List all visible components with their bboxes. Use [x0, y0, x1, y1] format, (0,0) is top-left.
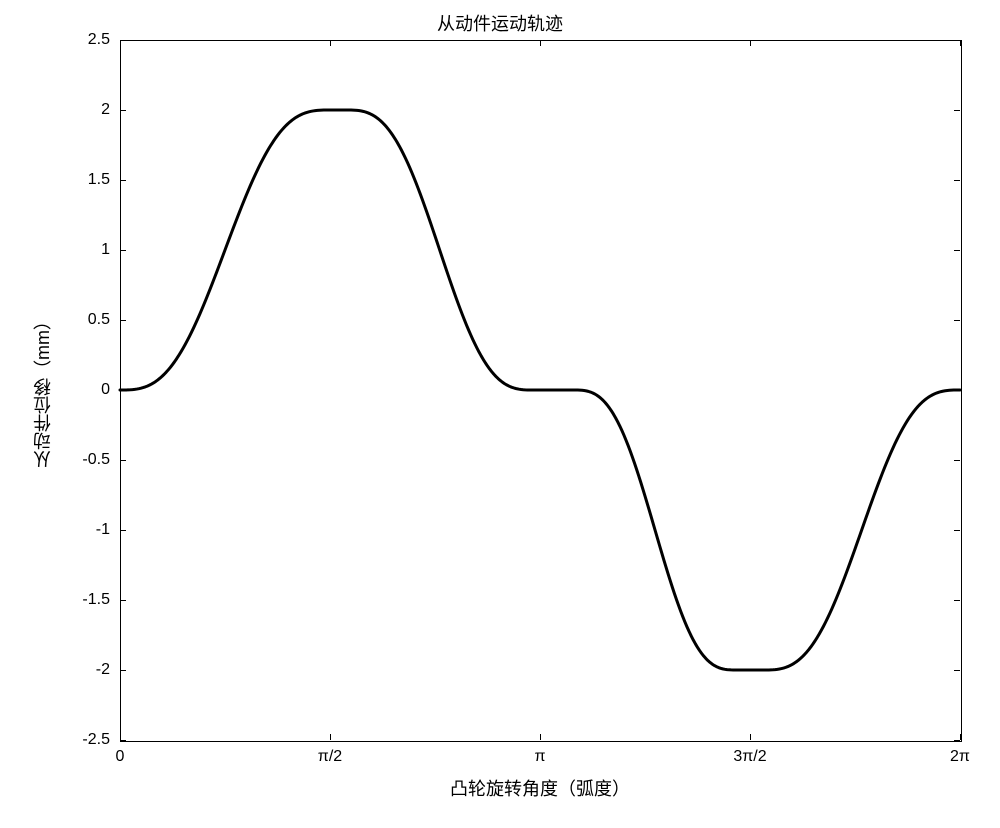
y-tick-label: -1.5: [82, 591, 110, 609]
chart-container: 从动件运动轨迹 凸轮旋转角度（弧度） 从动件位移（mm） 0π/2π3π/22π…: [0, 0, 1000, 828]
y-tick-label: -2: [96, 661, 110, 679]
y-tick-label: 0.5: [88, 311, 110, 329]
y-tick-label: 1: [101, 241, 110, 259]
y-tick-label: -1: [96, 521, 110, 539]
y-axis-label: 从动件位移（mm）: [30, 312, 56, 468]
x-tick-label: 0: [116, 748, 125, 766]
y-tick-label: 0: [101, 381, 110, 399]
x-tick-label: π: [534, 748, 545, 766]
x-tick-label: π/2: [318, 748, 342, 766]
y-tick-label: 2: [101, 101, 110, 119]
y-tick-label: -2.5: [82, 731, 110, 749]
y-tick-label: -0.5: [82, 451, 110, 469]
curve-line: [0, 0, 1000, 828]
x-axis-label: 凸轮旋转角度（弧度）: [450, 775, 630, 801]
x-tick-label: 3π/2: [733, 748, 766, 766]
x-tick-label: 2π: [950, 748, 970, 766]
y-tick-label: 1.5: [88, 171, 110, 189]
y-tick-label: 2.5: [88, 31, 110, 49]
